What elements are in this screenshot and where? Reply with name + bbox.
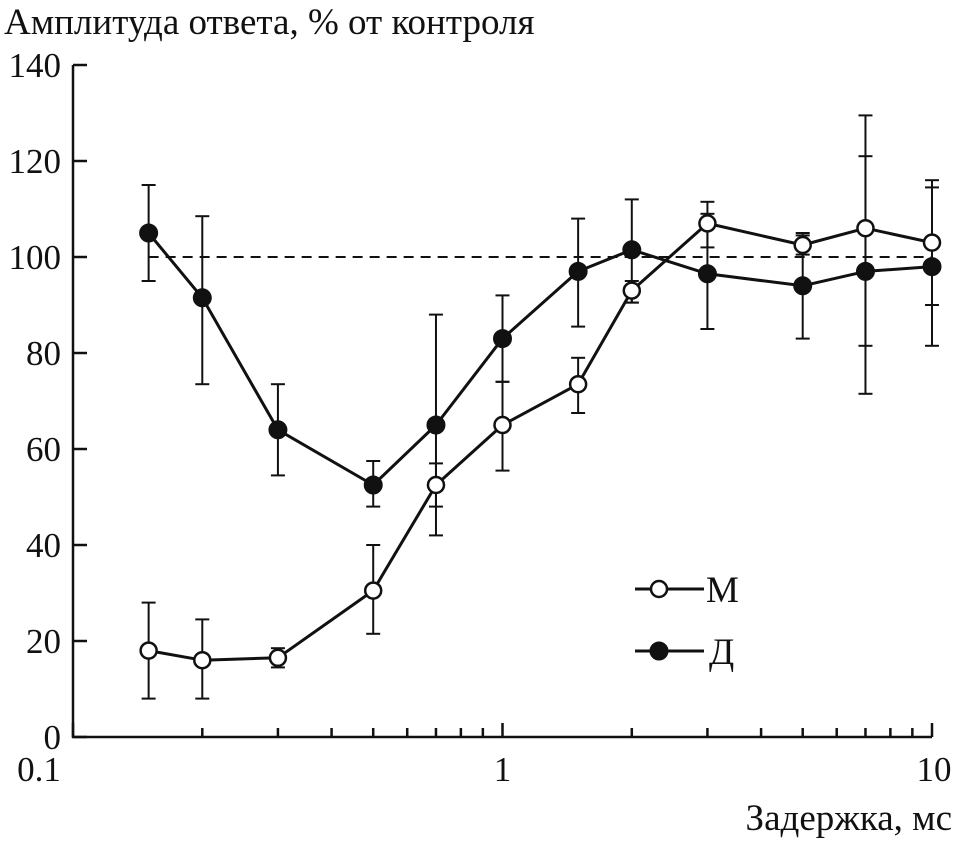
- data-point: [426, 475, 446, 495]
- legend-d-marker: [649, 641, 669, 661]
- y-tick-label: 40: [26, 526, 61, 565]
- data-point: [568, 261, 588, 281]
- y-tick-label: 60: [26, 430, 61, 469]
- series-d-markers: [139, 223, 942, 495]
- series-layer: [139, 114, 942, 700]
- data-point: [493, 329, 512, 349]
- y-tick-label: 20: [26, 622, 61, 661]
- data-point: [139, 223, 159, 243]
- data-point: [922, 233, 942, 252]
- y-tick-label: 100: [9, 238, 62, 277]
- data-point: [793, 235, 812, 255]
- series-m: [141, 114, 939, 700]
- data-point: [363, 581, 383, 600]
- legend-m-marker: [649, 579, 669, 599]
- data-point: [268, 648, 288, 668]
- series-line: [147, 232, 933, 487]
- y-axis-title: Амплитуда ответа, % от контроля: [4, 2, 534, 43]
- series-line: [148, 221, 933, 662]
- data-point: [426, 415, 446, 435]
- x-axis-ticks: 0.1 1 10: [17, 723, 952, 789]
- y-tick-label: 140: [9, 46, 62, 85]
- data-point: [622, 281, 642, 300]
- x-axis-title: Задержка, мс: [746, 798, 952, 839]
- data-point: [856, 218, 875, 238]
- legend-m-label: М: [706, 570, 739, 611]
- y-axis-ticks: 0 20 40 60 80 100 120 140: [9, 46, 87, 757]
- y-tick-label: 80: [26, 334, 61, 373]
- x-tick-label: 0.1: [17, 750, 61, 789]
- data-point: [922, 257, 942, 277]
- series-d: [141, 155, 939, 508]
- data-point: [493, 415, 512, 435]
- data-point: [697, 264, 717, 284]
- y-tick-label: 120: [9, 142, 62, 181]
- data-point: [192, 288, 212, 308]
- data-point: [855, 261, 875, 281]
- data-point: [793, 276, 813, 296]
- data-point: [139, 641, 158, 660]
- data-point: [698, 214, 717, 233]
- legend-d-label: Д: [709, 632, 734, 673]
- data-point: [622, 240, 642, 260]
- legend: М Д: [635, 570, 739, 673]
- series-m-markers: [139, 214, 942, 670]
- y-tick-label: 0: [44, 718, 62, 757]
- x-tick-label: 10: [917, 750, 952, 789]
- data-point: [268, 420, 288, 440]
- x-tick-label: 1: [494, 750, 512, 789]
- data-point: [568, 374, 588, 394]
- data-point: [193, 650, 212, 670]
- data-point: [363, 475, 383, 495]
